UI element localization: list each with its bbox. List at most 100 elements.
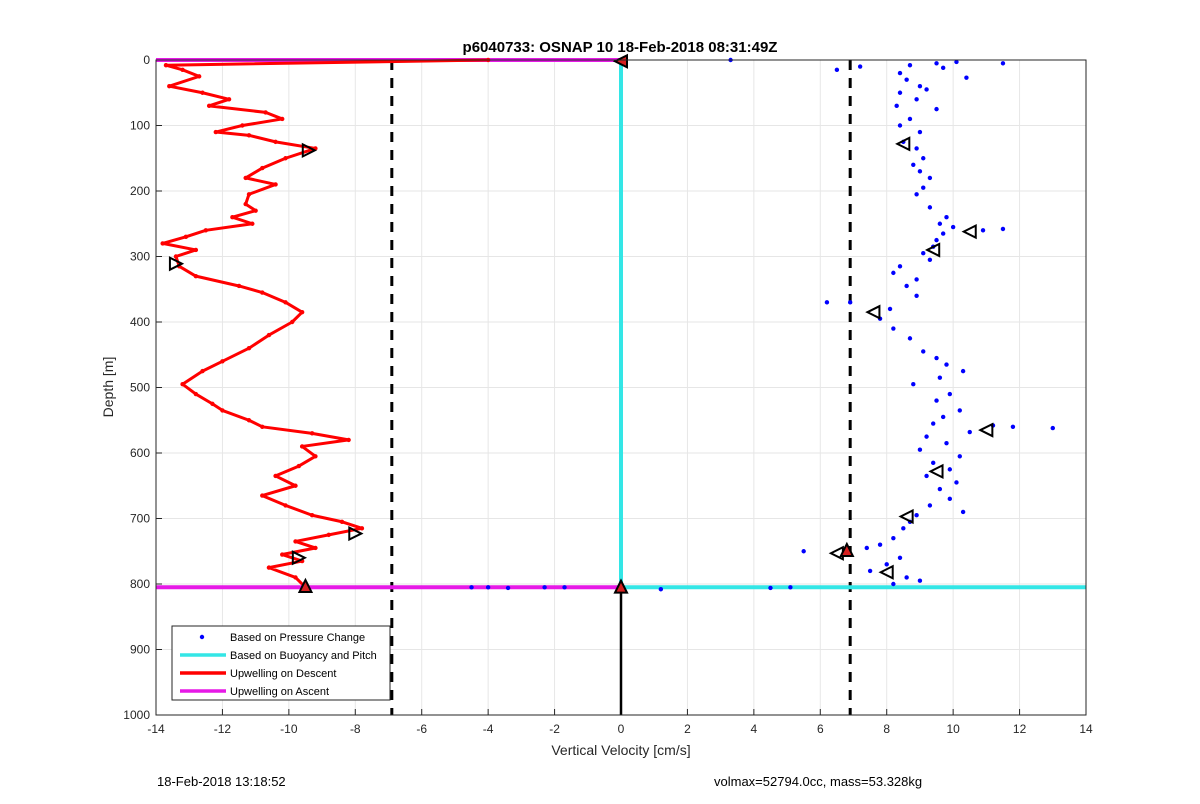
descent-point xyxy=(246,192,252,197)
chart-title: p6040733: OSNAP 10 18-Feb-2018 08:31:49Z xyxy=(463,39,778,56)
pressure-point xyxy=(904,77,909,82)
descent-point xyxy=(243,201,248,207)
descent-point xyxy=(240,123,245,128)
y-tick-label: 600 xyxy=(130,446,150,460)
descent-point xyxy=(230,215,235,220)
descent-point xyxy=(210,401,215,407)
pressure-point xyxy=(891,535,896,541)
triangle-marker xyxy=(612,53,628,69)
descent-point xyxy=(220,359,225,364)
pressure-point xyxy=(897,90,903,95)
pressure-point xyxy=(957,454,962,459)
pressure-point xyxy=(891,326,896,331)
footer-volmax-mass: volmax=52794.0cc, mass=53.328kg xyxy=(714,774,923,789)
pressure-point xyxy=(924,434,929,439)
x-tick-label: -2 xyxy=(549,722,560,736)
legend-swatch-pressure xyxy=(199,634,205,640)
pressure-point xyxy=(937,375,943,380)
pressure-point xyxy=(768,585,773,591)
descent-point xyxy=(283,156,288,161)
pressure-point xyxy=(1050,425,1055,431)
pressure-point xyxy=(907,63,913,68)
pressure-point xyxy=(904,575,909,580)
descent-point xyxy=(260,493,265,498)
descent-point xyxy=(160,241,165,246)
pressure-point xyxy=(901,526,906,531)
y-tick-label: 100 xyxy=(130,119,150,133)
descent-point xyxy=(293,575,298,580)
y-tick-label: 400 xyxy=(130,315,150,329)
descent-point xyxy=(200,90,205,95)
pressure-point xyxy=(897,264,903,269)
pressure-point xyxy=(801,549,806,554)
y-tick-label: 300 xyxy=(130,250,150,264)
pressure-point xyxy=(887,306,893,312)
pressure-point xyxy=(897,123,903,128)
descent-point xyxy=(250,221,255,226)
pressure-point xyxy=(921,156,926,161)
pressure-point xyxy=(927,205,933,210)
legend: Based on Pressure Change Based on Buoyanc… xyxy=(171,625,391,701)
pressure-point xyxy=(891,270,896,276)
descent-point xyxy=(253,208,258,213)
descent-point xyxy=(266,565,272,570)
descent-point xyxy=(196,74,202,79)
triangle-marker xyxy=(895,136,911,152)
descent-point xyxy=(243,175,248,181)
descent-point xyxy=(346,437,351,443)
descent-point xyxy=(173,254,179,259)
legend-box xyxy=(171,625,391,701)
x-tick-label: 10 xyxy=(946,722,960,736)
triangle-marker xyxy=(928,463,944,479)
pressure-point xyxy=(934,61,939,66)
descent-point xyxy=(260,424,265,429)
descent-point xyxy=(246,346,252,351)
descent-point xyxy=(299,309,305,315)
descent-point xyxy=(313,545,318,551)
pressure-point xyxy=(937,486,943,492)
descent-point xyxy=(273,182,278,187)
pressure-point xyxy=(847,300,853,305)
descent-point xyxy=(193,273,199,279)
pressure-point xyxy=(914,192,919,197)
pressure-point xyxy=(927,175,933,181)
pressure-point xyxy=(931,460,936,466)
pressure-point xyxy=(980,228,986,233)
pressure-point xyxy=(884,562,889,567)
pressure-point xyxy=(917,84,923,89)
pressure-point xyxy=(897,555,903,560)
y-tick-label: 0 xyxy=(143,53,150,67)
pressure-point xyxy=(907,116,913,122)
descent-point xyxy=(326,532,331,538)
x-tick-label: 12 xyxy=(1013,722,1027,736)
y-tick-label: 700 xyxy=(130,512,150,526)
descent-point xyxy=(293,539,298,544)
descent-point xyxy=(193,247,199,253)
pressure-point xyxy=(1010,424,1016,429)
descent-point xyxy=(200,368,205,374)
x-tick-label: 8 xyxy=(883,722,890,736)
descent-point xyxy=(299,444,305,449)
pressure-point xyxy=(914,513,919,518)
pressure-point xyxy=(921,251,926,256)
pressure-point xyxy=(931,421,936,426)
y-tick-label: 800 xyxy=(130,577,150,591)
pressure-point xyxy=(914,146,919,151)
y-tick-label: 900 xyxy=(130,643,150,657)
pressure-point xyxy=(1000,61,1006,66)
pressure-point xyxy=(944,215,949,220)
pressure-point xyxy=(911,382,916,387)
descent-point xyxy=(263,110,268,115)
descent-point xyxy=(313,454,318,459)
descent-point xyxy=(236,283,242,289)
pressure-point xyxy=(940,65,946,71)
pressure-point xyxy=(934,237,939,243)
pressure-point xyxy=(950,224,956,230)
x-tick-label: -4 xyxy=(483,722,494,736)
descent-point xyxy=(183,234,189,240)
pressure-point xyxy=(934,355,939,361)
pressure-point xyxy=(891,581,896,587)
pressure-point xyxy=(877,542,883,547)
descent-point xyxy=(266,332,272,338)
